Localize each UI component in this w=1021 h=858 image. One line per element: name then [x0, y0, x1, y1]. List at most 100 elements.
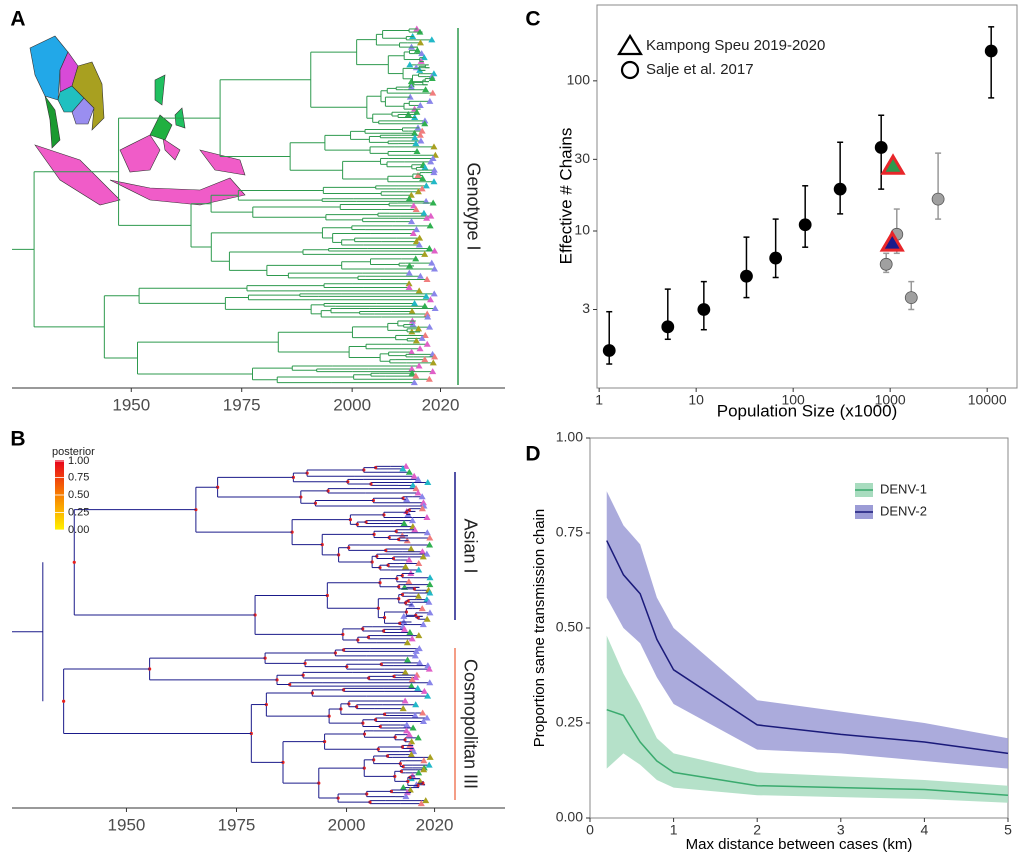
- tip: [420, 54, 428, 61]
- y-tick-label: 30: [574, 150, 590, 166]
- tip: [420, 717, 428, 724]
- point: [697, 303, 711, 316]
- tip: [421, 250, 429, 257]
- tip: [413, 46, 421, 53]
- x-tick-label: 10: [688, 392, 704, 408]
- x-tick-label: 2020: [416, 815, 454, 834]
- y-tick-label: 0.75: [556, 524, 583, 540]
- tip: [408, 365, 416, 372]
- tip: [422, 292, 430, 299]
- tip: [425, 375, 433, 382]
- tip: [418, 505, 426, 512]
- tip: [410, 379, 418, 386]
- tip: [412, 238, 420, 245]
- tip: [423, 550, 431, 557]
- confidence-band: [606, 491, 1008, 769]
- tip: [405, 578, 413, 585]
- tip: [426, 97, 434, 104]
- tip: [415, 566, 423, 573]
- tip: [422, 182, 430, 189]
- tip: [423, 714, 431, 721]
- tip: [423, 340, 431, 347]
- tip: [423, 310, 431, 317]
- tip: [414, 171, 422, 178]
- tip: [411, 711, 419, 718]
- tip: [426, 609, 434, 616]
- tip: [412, 485, 420, 492]
- legend-symbol: [617, 33, 643, 56]
- tip: [415, 632, 423, 639]
- tip: [418, 493, 426, 500]
- legend-tick-label: 0.50: [68, 489, 89, 501]
- tip: [428, 36, 436, 43]
- point: [874, 141, 888, 154]
- tip: [412, 255, 420, 262]
- y-tick-label: 0.50: [556, 619, 583, 635]
- legend-tick-label: 0.25: [68, 506, 89, 518]
- tip: [411, 526, 419, 533]
- tip: [423, 615, 431, 622]
- tip: [414, 684, 422, 691]
- tip: [412, 674, 420, 681]
- x-tick-label: 1000: [875, 392, 906, 408]
- tip: [426, 581, 434, 588]
- point: [798, 218, 812, 232]
- tip: [416, 345, 424, 352]
- x-tick-label: 1975: [218, 815, 256, 834]
- x-tick-label: 3: [837, 822, 845, 838]
- tip: [425, 761, 433, 768]
- tip: [399, 705, 407, 712]
- tip: [417, 800, 425, 807]
- tip: [420, 209, 428, 216]
- tip: [415, 241, 423, 248]
- tip: [407, 751, 415, 758]
- tip: [414, 592, 422, 599]
- tip: [400, 625, 408, 632]
- x-tick-label: 2000: [333, 395, 371, 414]
- tip: [424, 692, 432, 699]
- y-axis-title: Proportion same transmission chain: [531, 509, 548, 747]
- tip: [416, 131, 424, 138]
- tip: [418, 185, 426, 192]
- tip: [419, 174, 427, 181]
- tip: [408, 635, 416, 642]
- tip: [416, 101, 424, 108]
- tip: [414, 124, 422, 131]
- point: [740, 269, 753, 283]
- point: [984, 44, 998, 58]
- tip: [419, 499, 427, 506]
- point: [880, 153, 906, 175]
- tree: [12, 25, 439, 386]
- tip: [399, 784, 407, 791]
- tip: [408, 517, 416, 524]
- legend-label: Salje et al. 2017: [646, 61, 754, 78]
- tip: [423, 214, 431, 221]
- y-tick-label: 3: [582, 300, 590, 316]
- tip: [413, 108, 421, 115]
- tip: [418, 605, 426, 612]
- tip: [417, 137, 425, 144]
- tip: [431, 247, 439, 254]
- y-tick-label: 0.00: [556, 809, 583, 825]
- y-tick-label: 10: [574, 222, 590, 238]
- legend-label: DENV-1: [880, 481, 927, 496]
- x-tick-label: 2000: [328, 815, 366, 834]
- tip: [419, 553, 427, 560]
- tip: [431, 265, 439, 272]
- x-tick-label: 1: [595, 392, 603, 408]
- tip: [408, 348, 416, 355]
- tip: [418, 334, 426, 341]
- tip: [408, 676, 416, 683]
- tip: [424, 313, 432, 320]
- tip: [409, 724, 417, 731]
- tip: [423, 529, 431, 536]
- tip: [412, 140, 420, 147]
- tip: [412, 337, 420, 344]
- legend-tick-label: 0.75: [68, 471, 89, 483]
- tip: [415, 362, 423, 369]
- tip: [418, 548, 426, 555]
- tip: [426, 679, 434, 686]
- x-tick-label: 1975: [223, 395, 261, 414]
- x-tick-label: 2020: [422, 395, 460, 414]
